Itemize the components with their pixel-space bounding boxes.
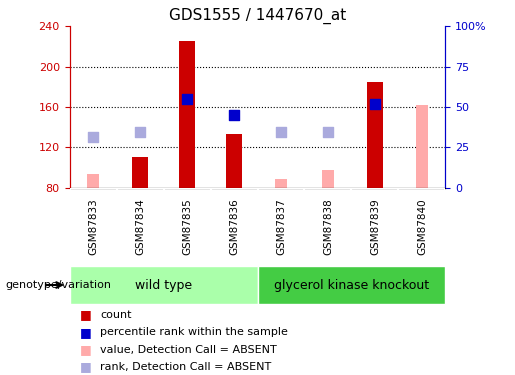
- Text: GSM87839: GSM87839: [370, 198, 380, 255]
- Text: GSM87840: GSM87840: [417, 199, 427, 255]
- Point: [277, 129, 285, 135]
- Point: [183, 96, 191, 102]
- Text: genotype/variation: genotype/variation: [5, 280, 111, 290]
- Text: ■: ■: [80, 326, 92, 339]
- Text: GSM87838: GSM87838: [323, 198, 333, 255]
- Title: GDS1555 / 1447670_at: GDS1555 / 1447670_at: [169, 7, 346, 24]
- Text: ■: ■: [80, 309, 92, 321]
- Bar: [226, 134, 242, 188]
- Bar: [367, 82, 383, 188]
- Bar: [87, 174, 99, 188]
- Bar: [132, 157, 148, 188]
- Text: GSM87835: GSM87835: [182, 198, 192, 255]
- Text: value, Detection Call = ABSENT: value, Detection Call = ABSENT: [100, 345, 277, 354]
- Text: wild type: wild type: [135, 279, 192, 291]
- Text: count: count: [100, 310, 132, 320]
- Point: [136, 129, 144, 135]
- Text: GSM87833: GSM87833: [88, 198, 98, 255]
- Text: glycerol kinase knockout: glycerol kinase knockout: [274, 279, 429, 291]
- Bar: [322, 170, 334, 188]
- Text: GSM87834: GSM87834: [135, 198, 145, 255]
- Point: [371, 101, 379, 107]
- Text: percentile rank within the sample: percentile rank within the sample: [100, 327, 288, 337]
- Point: [230, 112, 238, 118]
- Text: GSM87837: GSM87837: [276, 198, 286, 255]
- Bar: [70, 266, 258, 304]
- Text: ■: ■: [80, 343, 92, 356]
- Bar: [258, 266, 445, 304]
- Bar: [416, 105, 428, 188]
- Text: GSM87836: GSM87836: [229, 198, 239, 255]
- Point: [324, 129, 332, 135]
- Bar: [275, 180, 287, 188]
- Text: rank, Detection Call = ABSENT: rank, Detection Call = ABSENT: [100, 362, 272, 372]
- Bar: [179, 41, 195, 188]
- Text: ■: ■: [80, 360, 92, 373]
- Point: [89, 134, 97, 140]
